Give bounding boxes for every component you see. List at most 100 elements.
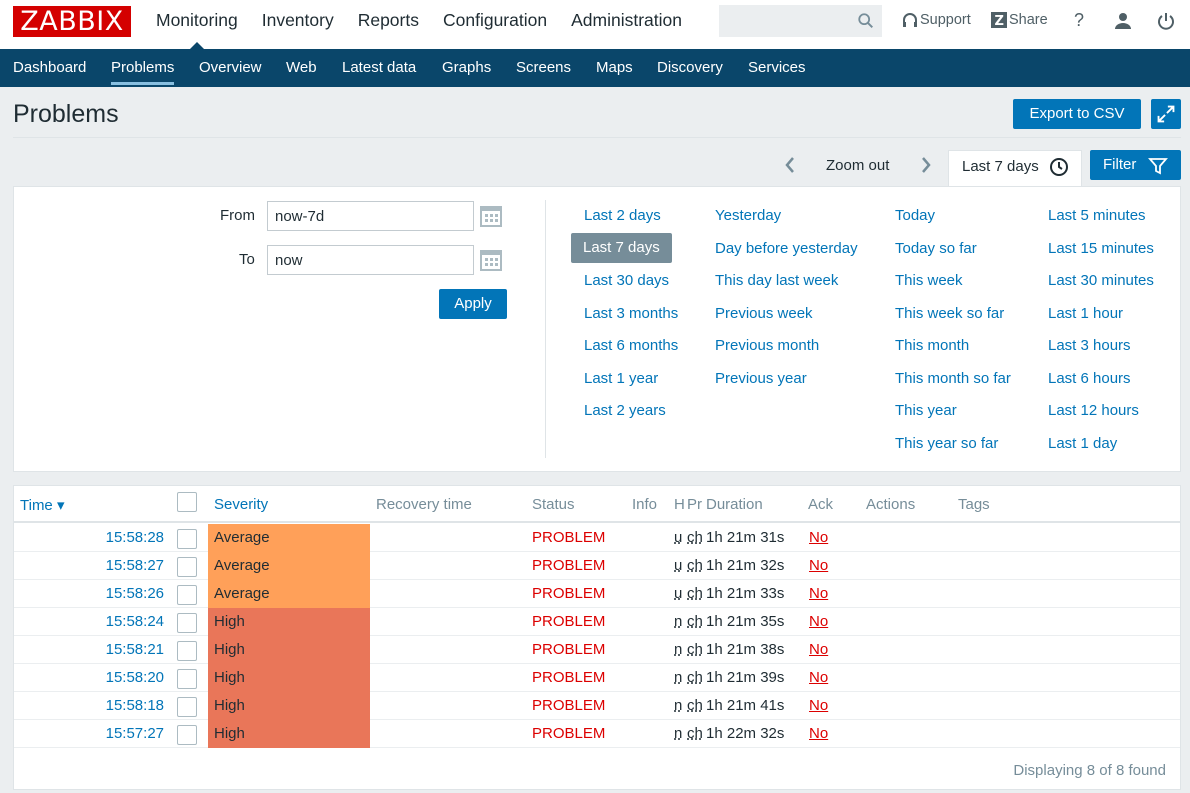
ack-link[interactable]: No — [809, 613, 829, 630]
problem-link[interactable]: ch — [687, 697, 703, 714]
fullscreen-button[interactable] — [1151, 99, 1181, 129]
search-icon[interactable] — [857, 12, 875, 30]
submenu-problems[interactable]: Problems — [111, 49, 175, 87]
submenu-maps[interactable]: Maps — [596, 59, 633, 76]
quick-range-previous-link[interactable]: This day last week — [715, 272, 839, 289]
problem-time-link[interactable]: 15:58:20 — [105, 669, 164, 686]
quick-range-previous-link[interactable]: Previous month — [715, 337, 820, 354]
headset-icon[interactable] — [900, 11, 920, 31]
to-field[interactable] — [267, 245, 474, 275]
quick-range-recent-link[interactable]: Last 15 minutes — [1048, 239, 1154, 257]
row-checkbox[interactable] — [177, 641, 197, 661]
menu-monitoring[interactable]: Monitoring — [144, 0, 250, 49]
chevron-left-icon[interactable] — [780, 152, 800, 178]
quick-range-current-link[interactable]: Today so far — [895, 239, 977, 257]
quick-range-current-link[interactable]: This week so far — [895, 304, 1005, 322]
menu-reports[interactable]: Reports — [357, 10, 419, 30]
quick-range-relative-link[interactable]: Last 30 days — [584, 272, 670, 289]
quick-range-relative-link[interactable]: Last 2 days — [584, 207, 661, 224]
ack-link[interactable]: No — [809, 725, 829, 742]
row-checkbox[interactable] — [177, 669, 197, 689]
problem-link[interactable]: ch — [687, 585, 703, 602]
select-all-checkbox[interactable] — [177, 492, 197, 512]
row-checkbox[interactable] — [177, 697, 197, 717]
calendar-icon[interactable] — [479, 248, 503, 272]
quick-range-current-link[interactable]: Today — [895, 207, 936, 224]
quick-range-current-link[interactable]: This week — [895, 272, 963, 289]
row-checkbox[interactable] — [177, 557, 197, 577]
sign-out-icon[interactable] — [1156, 11, 1176, 31]
submenu-web[interactable]: Web — [286, 59, 317, 76]
menu-administration[interactable]: Administration — [571, 10, 682, 30]
submenu-latest-data[interactable]: Latest data — [342, 59, 417, 76]
row-checkbox[interactable] — [177, 529, 197, 549]
column-header-severity[interactable]: Severity — [214, 496, 269, 513]
host-link[interactable]: n — [674, 613, 683, 630]
zabbix-logo[interactable]: ZABBIX — [13, 6, 131, 37]
quick-range-previous-link[interactable]: Yesterday — [715, 207, 782, 224]
problem-time-link[interactable]: 15:58:24 — [105, 613, 164, 630]
quick-range-previous-link[interactable]: Previous week — [715, 304, 813, 322]
host-link[interactable]: n — [674, 697, 683, 714]
ack-link[interactable]: No — [809, 529, 829, 546]
row-checkbox[interactable] — [177, 613, 197, 633]
problem-link[interactable]: ch — [687, 641, 703, 658]
ack-link[interactable]: No — [809, 585, 829, 602]
quick-range-current-link[interactable]: This year so far — [895, 434, 999, 452]
quick-range-recent-link[interactable]: Last 12 hours — [1048, 402, 1139, 419]
share-icon[interactable]: Z — [991, 12, 1007, 28]
row-checkbox[interactable] — [177, 725, 197, 745]
zoom-out-button[interactable]: Zoom out — [826, 157, 890, 174]
chevron-right-icon[interactable] — [916, 152, 936, 178]
submenu-screens[interactable]: Screens — [516, 59, 572, 76]
submenu-overview[interactable]: Overview — [199, 59, 262, 76]
quick-range-recent-link[interactable]: Last 3 hours — [1048, 337, 1131, 354]
quick-range-recent-link[interactable]: Last 1 day — [1048, 434, 1118, 452]
quick-range-relative-link[interactable]: Last 1 year — [584, 369, 659, 387]
host-link[interactable]: u — [674, 585, 683, 602]
quick-range-current-link[interactable]: This year — [895, 402, 957, 419]
quick-range-relative-link[interactable]: Last 7 days — [571, 232, 672, 263]
quick-range-recent-link[interactable]: Last 5 minutes — [1048, 207, 1146, 224]
quick-range-previous-link[interactable]: Previous year — [715, 369, 807, 387]
help-link[interactable]: ? — [1074, 10, 1085, 30]
host-link[interactable]: n — [674, 641, 683, 658]
column-header-host[interactable]: H — [674, 496, 685, 513]
quick-range-relative-link[interactable]: Last 2 years — [584, 402, 666, 419]
problem-time-link[interactable]: 15:58:27 — [105, 557, 164, 574]
problem-time-link[interactable]: 15:58:26 — [105, 585, 164, 602]
ack-link[interactable]: No — [809, 669, 829, 686]
quick-range-recent-link[interactable]: Last 30 minutes — [1048, 272, 1154, 289]
problem-time-link[interactable]: 15:58:21 — [105, 641, 164, 658]
problem-link[interactable]: ch — [687, 557, 703, 574]
time-period-tab[interactable]: Last 7 days — [948, 150, 1082, 187]
row-checkbox[interactable] — [177, 585, 197, 605]
column-header-problem[interactable]: Pr — [687, 496, 702, 513]
user-profile-icon[interactable] — [1113, 11, 1133, 31]
host-link[interactable]: u — [674, 529, 683, 546]
quick-range-current-link[interactable]: This month so far — [895, 369, 1011, 387]
problem-time-link[interactable]: 15:58:28 — [105, 529, 164, 546]
share-link[interactable]: Share — [1009, 12, 1048, 28]
menu-inventory[interactable]: Inventory — [261, 10, 334, 30]
quick-range-recent-link[interactable]: Last 6 hours — [1048, 369, 1131, 387]
problem-link[interactable]: ch — [687, 669, 703, 686]
column-header-time[interactable]: Time ▾ — [20, 497, 65, 514]
apply-button[interactable]: Apply — [439, 289, 507, 319]
ack-link[interactable]: No — [809, 557, 829, 574]
submenu-discovery[interactable]: Discovery — [657, 59, 723, 76]
from-field[interactable] — [267, 201, 474, 231]
host-link[interactable]: u — [674, 557, 683, 574]
quick-range-relative-link[interactable]: Last 6 months — [584, 337, 679, 354]
menu-configuration[interactable]: Configuration — [442, 10, 548, 30]
problem-link[interactable]: ch — [687, 529, 703, 546]
filter-tab-button[interactable]: Filter — [1090, 150, 1181, 180]
submenu-graphs[interactable]: Graphs — [442, 59, 492, 76]
problem-link[interactable]: ch — [687, 725, 703, 742]
search-input[interactable] — [719, 5, 882, 37]
problem-time-link[interactable]: 15:57:27 — [105, 725, 164, 742]
ack-link[interactable]: No — [809, 641, 829, 658]
support-link[interactable]: Support — [920, 12, 971, 28]
host-link[interactable]: n — [674, 669, 683, 686]
host-link[interactable]: n — [674, 725, 683, 742]
